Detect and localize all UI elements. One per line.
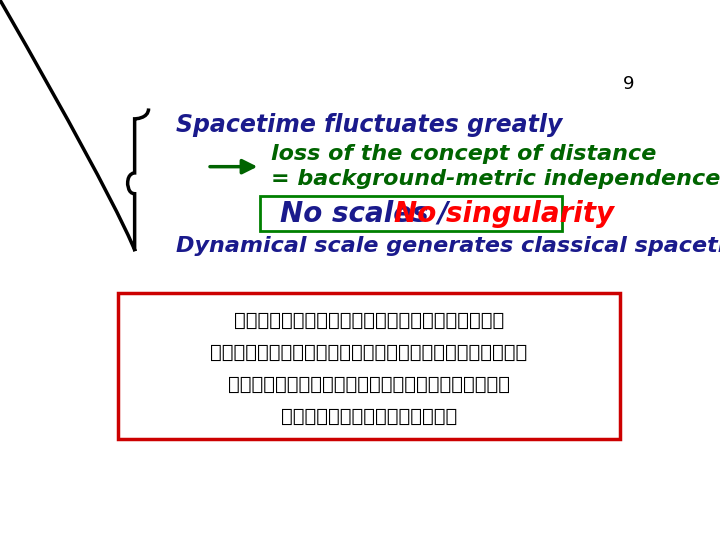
Text: 9: 9 — [623, 75, 634, 93]
FancyBboxPatch shape — [118, 294, 620, 439]
Text: No singularity: No singularity — [394, 200, 614, 228]
Text: No scales /: No scales / — [280, 200, 448, 228]
Text: を含むものでなければならない。: を含むものでなければならない。 — [281, 407, 457, 426]
Text: = background-metric independence: = background-metric independence — [271, 169, 720, 189]
Text: Spacetime fluctuates greatly: Spacetime fluctuates greatly — [176, 113, 563, 137]
Text: loss of the concept of distance: loss of the concept of distance — [271, 144, 657, 164]
Text: 時空のゆらぎそのものを記述するものでなければならない。: 時空のゆらぎそのものを記述するものでなければならない。 — [210, 343, 528, 362]
Text: Dynamical scale generates classical spacetime: Dynamical scale generates classical spac… — [176, 235, 720, 255]
Text: 同時に、いわゆる我々の時空を生成するダイナミクス: 同時に、いわゆる我々の時空を生成するダイナミクス — [228, 375, 510, 394]
Text: 量子重力は特定の時空の上の場の量子論ではなく、: 量子重力は特定の時空の上の場の量子論ではなく、 — [234, 311, 504, 330]
FancyBboxPatch shape — [260, 196, 562, 231]
